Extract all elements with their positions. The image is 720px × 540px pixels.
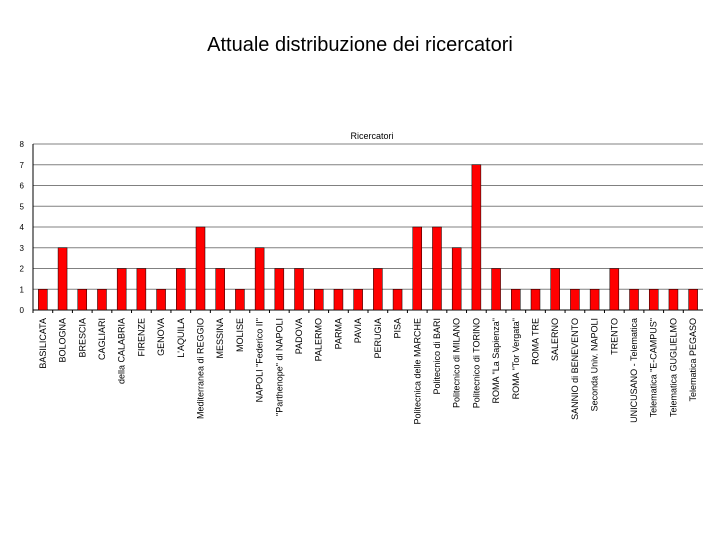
category-label: SALERNO <box>550 318 560 361</box>
y-tick-label: 0 <box>20 306 25 315</box>
category-label: BASILICATA <box>38 318 48 369</box>
bar <box>136 268 147 311</box>
bar <box>254 247 265 311</box>
y-tick-label: 4 <box>20 223 25 232</box>
slide-title: Attuale distribuzione dei ricercatori <box>207 34 513 56</box>
bar <box>353 289 363 311</box>
bar <box>57 247 68 311</box>
bar <box>688 289 698 311</box>
gridlines <box>33 143 703 290</box>
bar <box>668 289 679 311</box>
category-label: "Parthenope" di NAPOLI <box>274 318 284 416</box>
bar <box>176 268 186 311</box>
category-label: Telematica "E-CAMPUS" <box>649 318 659 417</box>
bar <box>235 289 245 311</box>
category-label: PAVIA <box>353 318 363 343</box>
bar <box>629 289 639 311</box>
bar <box>313 289 324 311</box>
category-label: Politecnico di MILANO <box>452 318 462 408</box>
category-label: PARMA <box>333 318 343 349</box>
y-tick-label: 8 <box>20 140 25 149</box>
bar <box>116 268 127 311</box>
bar <box>333 289 344 311</box>
category-label: PADOVA <box>294 318 304 354</box>
category-label: PISA <box>393 318 403 339</box>
bar <box>97 289 107 311</box>
bar <box>156 289 166 311</box>
category-label: Politecnica delle MARCHE <box>412 318 422 425</box>
category-labels: BASILICATA BOLOGNA BRESCIA CAGLIARI della CA… <box>38 318 698 425</box>
bar <box>274 268 285 311</box>
category-label: CAGLIARI <box>97 318 107 360</box>
category-label: PALERMO <box>314 318 324 361</box>
bar <box>215 268 225 311</box>
bar <box>432 226 442 311</box>
y-tick-label: 3 <box>20 244 25 253</box>
category-label: Telematica GUGLIELMO <box>668 318 678 417</box>
category-label: Politecnico di TORINO <box>471 318 481 408</box>
category-label: BRESCIA <box>77 318 87 358</box>
bar <box>550 268 560 311</box>
category-label: Politecnico di BARI <box>432 318 442 395</box>
category-label: SANNIO di BENEVENTO <box>570 318 580 420</box>
category-label: NAPOLI "Federico II" <box>255 318 265 402</box>
category-label: ROMA "La Sapienza" <box>491 318 501 403</box>
bar <box>570 289 580 311</box>
bar <box>38 289 48 311</box>
bar <box>294 268 304 311</box>
bar <box>589 289 600 311</box>
category-label: ROMA "Tor Vergata" <box>511 318 521 399</box>
bar <box>392 289 403 311</box>
bar <box>195 226 206 311</box>
y-tick-label: 5 <box>20 202 25 211</box>
bar <box>530 289 541 311</box>
bar <box>648 289 659 311</box>
y-tick-label: 1 <box>20 285 25 294</box>
axes <box>32 144 703 313</box>
bar <box>412 226 423 311</box>
bar <box>77 289 88 311</box>
category-label: L'AQUILA <box>176 318 186 358</box>
category-label: BOLOGNA <box>58 318 68 363</box>
bar <box>491 268 501 311</box>
category-label: GENOVA <box>156 318 166 356</box>
category-label: MESSINA <box>215 318 225 359</box>
category-label: ROMA TRE <box>531 318 541 365</box>
bar <box>471 164 482 311</box>
y-tick-label: 6 <box>20 182 25 191</box>
bars <box>38 164 698 311</box>
category-label: Seconda Univ. NAPOLI <box>590 318 600 411</box>
y-tick-label: 2 <box>20 265 25 274</box>
category-label: UNICUSANO - Telematica <box>629 318 639 423</box>
bar <box>451 247 462 311</box>
category-label: MOLISE <box>235 318 245 352</box>
y-tick-label: 7 <box>20 161 25 170</box>
category-label: della CALABRIA <box>117 318 127 384</box>
category-label: Telematica PEGASO <box>688 318 698 402</box>
bar <box>609 268 620 311</box>
chart-title: Ricercatori <box>350 131 393 141</box>
category-label: TRENTO <box>609 318 619 355</box>
category-label: Mediterranea di REGGIO <box>196 318 206 419</box>
bar <box>511 289 521 311</box>
y-tick-labels: 0 1 2 3 4 5 6 7 8 <box>20 140 25 315</box>
category-label: FIRENZE <box>136 318 146 357</box>
bar <box>373 268 383 311</box>
category-label: PERUGIA <box>373 318 383 359</box>
